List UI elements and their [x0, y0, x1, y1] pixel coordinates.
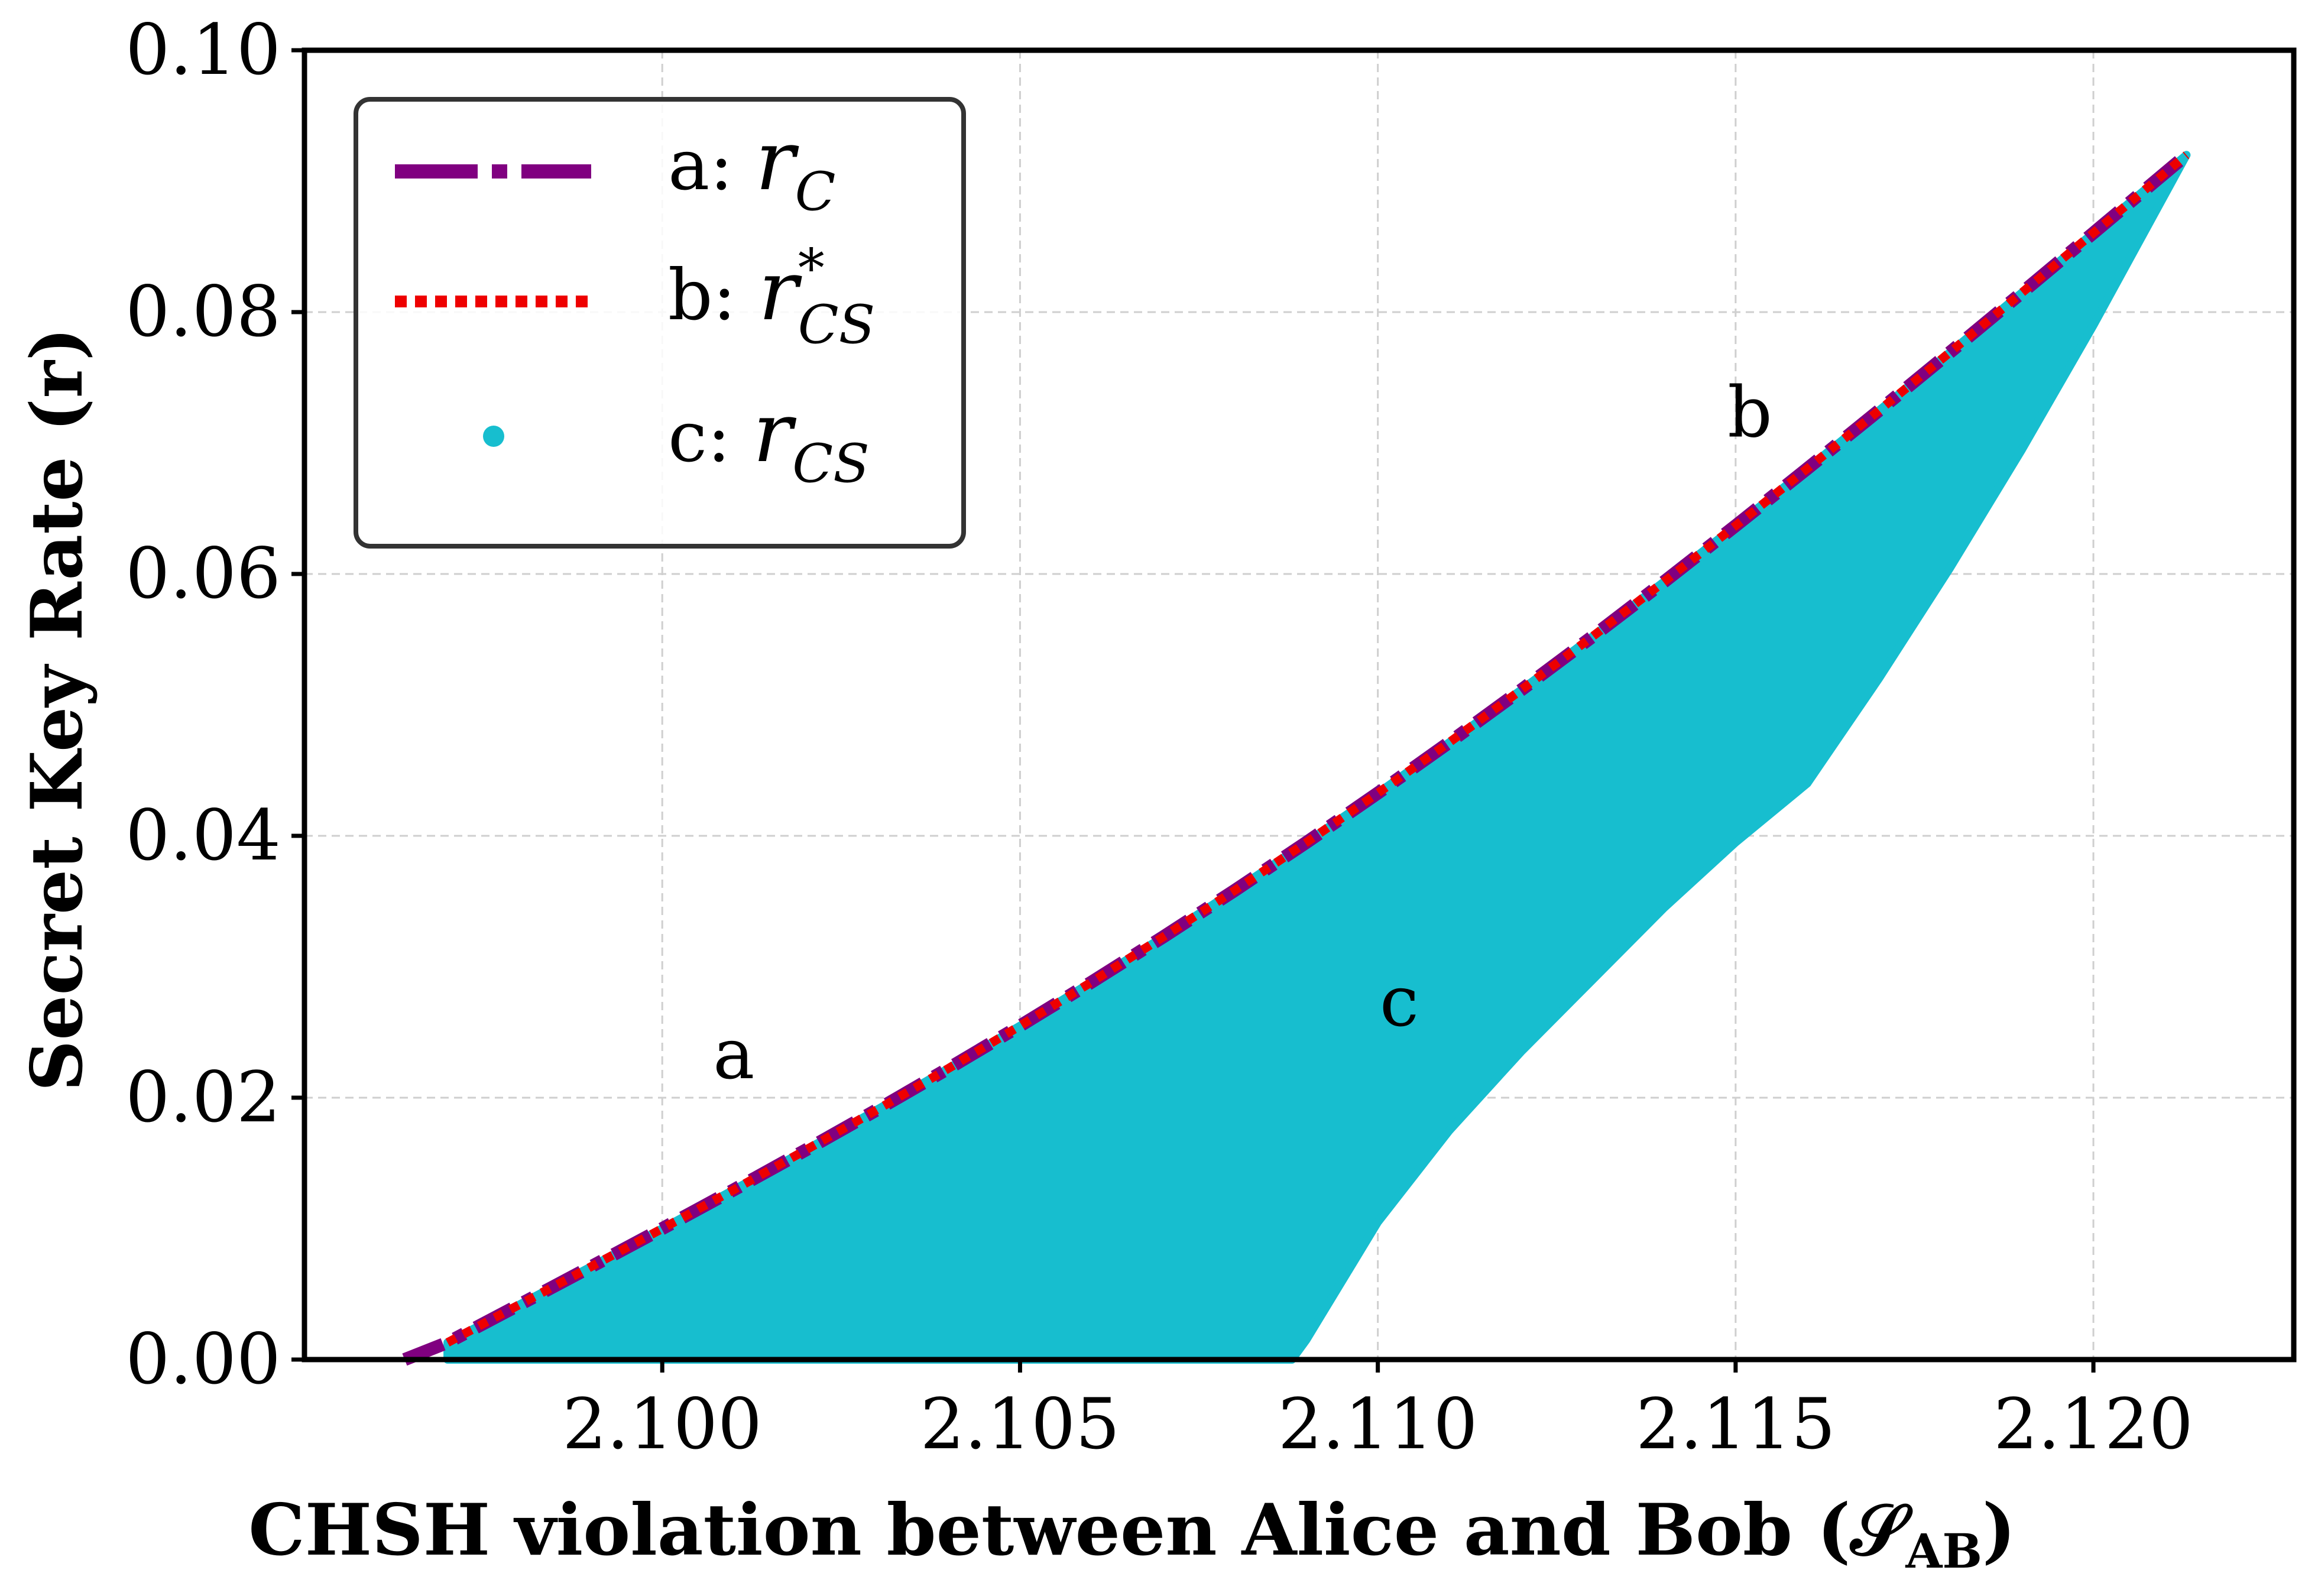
series-b-line — [445, 151, 2190, 1347]
annotation-b: b — [1727, 371, 1772, 453]
plot-frame — [302, 47, 2297, 1363]
x-axis-label-main: CHSH violation between Alice and Bob (𝒮 — [248, 1488, 1912, 1572]
y-tick-label: 0.06 — [125, 533, 281, 614]
legend-swatch-c — [483, 426, 504, 447]
x-tick-label: 2.100 — [562, 1383, 762, 1465]
y-tick-label: 0.10 — [125, 9, 281, 90]
x-tick-label: 2.115 — [1636, 1383, 1836, 1465]
legend-label-c: c: rCS — [668, 385, 870, 495]
y-tick-label: 0.02 — [125, 1056, 281, 1138]
legend-label-b: b: r* CS — [668, 238, 875, 356]
y-tick-label: 0.00 — [125, 1318, 281, 1400]
annotations: a b c — [713, 371, 1772, 1094]
y-axis-label: Secret Key Rate (r) — [15, 327, 99, 1092]
x-tick-label: 2.120 — [1993, 1383, 2193, 1465]
y-tick-label: 0.08 — [125, 271, 281, 352]
series-lines — [402, 150, 2191, 1366]
x-axis-label: CHSH violation between Alice and Bob (𝒮A… — [248, 1488, 2016, 1579]
annotation-a: a — [713, 1013, 754, 1095]
x-axis-label-close: ) — [1982, 1488, 2016, 1572]
x-axis-label-sub: AB — [1905, 1523, 1982, 1579]
x-tick-label: 2.105 — [920, 1383, 1120, 1465]
ticks: 2.100 2.105 2.110 2.115 2.120 0.00 0.02 0.04 0.0… — [125, 9, 2193, 1465]
legend-box — [354, 97, 966, 549]
y-tick-label: 0.04 — [125, 794, 281, 876]
series-a-line — [402, 150, 2191, 1366]
annotation-c: c — [1380, 961, 1419, 1042]
legend: a: rC b: r* CS c: rCS — [354, 97, 966, 549]
legend-label-a: a: rC — [668, 113, 835, 223]
x-tick-label: 2.110 — [1278, 1383, 1478, 1465]
